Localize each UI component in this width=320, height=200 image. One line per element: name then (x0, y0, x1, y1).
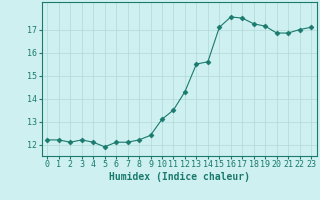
X-axis label: Humidex (Indice chaleur): Humidex (Indice chaleur) (109, 172, 250, 182)
